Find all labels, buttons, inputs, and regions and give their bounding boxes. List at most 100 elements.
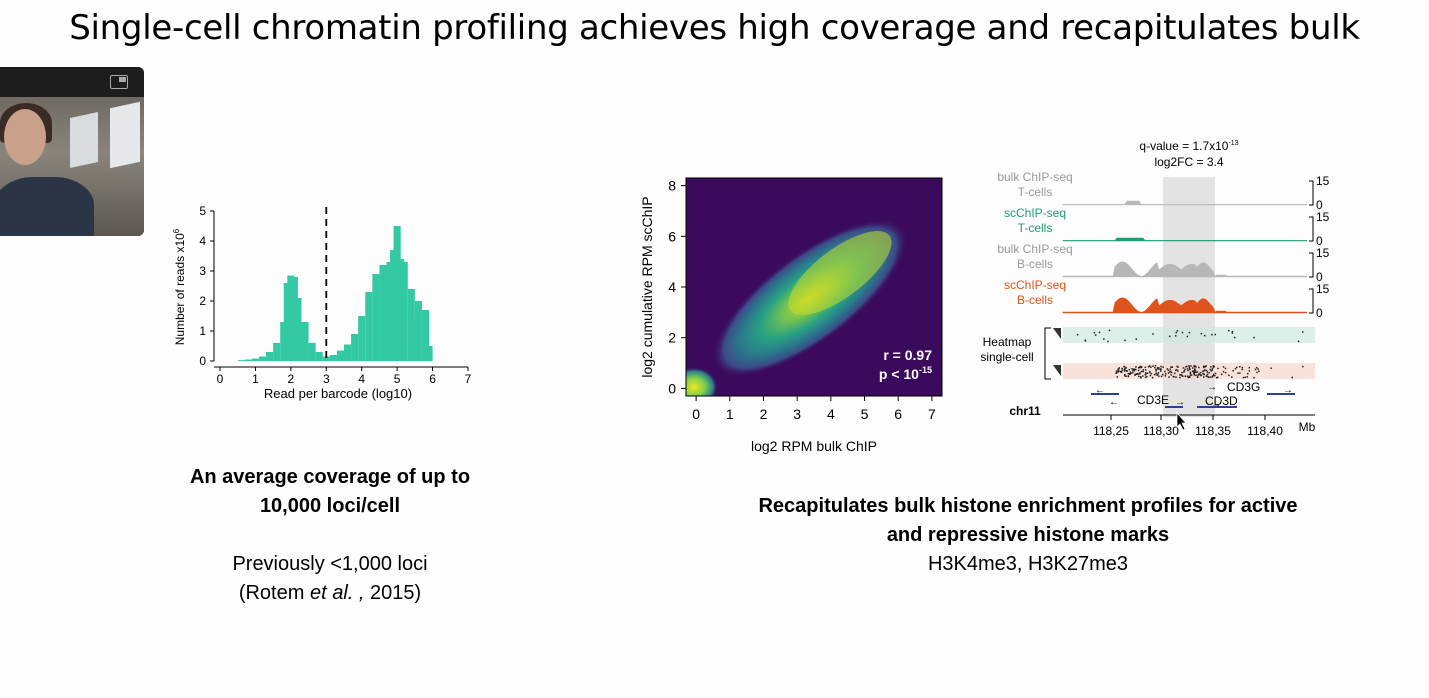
histogram-xlabel: Read per barcode (log10) xyxy=(264,386,412,401)
q-value-label: q-value = 1.7x10-13 xyxy=(1139,139,1238,153)
track-scale-max: 15 xyxy=(1316,246,1330,260)
caption-citation: (Rotem et al. , 2015) xyxy=(238,582,422,604)
histogram-chart: 0 1 2 3 4 5 6 7 0 1 2 3 4 5 Number of reads x106 Read… xyxy=(172,204,472,401)
heatmap-b-cells xyxy=(1063,363,1315,379)
track-scale-min: 0 xyxy=(1316,198,1323,212)
coord-tick-label: 118,35 xyxy=(1195,424,1231,438)
track-scale-min: 0 xyxy=(1316,306,1323,320)
genome-tracks: q-value = 1.7x10-13 log2FC = 3.4 bulk Ch… xyxy=(980,139,1330,438)
hist-bar xyxy=(390,250,398,361)
track-label-line1: scChIP-seq xyxy=(1004,206,1066,220)
hist-bar xyxy=(421,310,430,361)
gene-cd3e: CD3E xyxy=(1137,393,1169,407)
hist-bar xyxy=(351,334,359,361)
caption-recap-1: Recapitulates bulk histone enrichment pr… xyxy=(758,495,1298,517)
caption-previous: Previously <1,000 loci xyxy=(232,553,428,575)
caption-coverage-2: 10,000 loci/cell xyxy=(259,495,401,517)
svg-text:←: ← xyxy=(1109,397,1119,408)
hist-bar xyxy=(358,316,366,361)
heatmap-label-1: Heatmap xyxy=(983,335,1032,349)
r-value: r = 0.97 xyxy=(883,347,932,363)
heatmap-label-2: single-cell xyxy=(980,350,1033,364)
presenter-face xyxy=(4,109,46,165)
density-xtick: 5 xyxy=(861,406,869,422)
svg-text:←: ← xyxy=(1095,385,1105,396)
density-xtick: 7 xyxy=(928,406,936,422)
track-signal xyxy=(1062,237,1308,242)
density-ytick: 2 xyxy=(668,330,676,346)
hist-bar xyxy=(308,343,316,361)
hist-bar xyxy=(244,359,252,361)
coord-tick-label: 118,25 xyxy=(1093,424,1129,438)
heatmap-t-cells xyxy=(1063,327,1315,343)
track-label-line2: B-cells xyxy=(1017,293,1053,307)
hist-xtick: 0 xyxy=(217,372,224,386)
hist-bar xyxy=(414,301,422,361)
hist-bar xyxy=(301,322,309,361)
hist-xtick: 4 xyxy=(358,372,365,386)
svg-text:→: → xyxy=(1207,382,1217,393)
gene-cd3g: CD3G xyxy=(1227,380,1260,394)
mouse-cursor xyxy=(1176,411,1187,431)
hist-bar xyxy=(283,283,291,361)
chrom-label: chr11 xyxy=(1009,404,1041,418)
histogram-ylabel: Number of reads x106 xyxy=(172,228,187,345)
webcam-video xyxy=(0,97,144,236)
density-ylabel: log2 cumulative RPM scChIP xyxy=(639,196,655,377)
track-label-line2: T-cells xyxy=(1018,221,1053,235)
highlight-region xyxy=(1163,177,1215,417)
hist-bar xyxy=(251,358,259,361)
coord-tick-label: 118,30 xyxy=(1143,424,1179,438)
hist-xtick: 5 xyxy=(394,372,401,386)
hist-bar xyxy=(266,352,274,361)
density-ytick: 6 xyxy=(668,228,676,244)
track-label-line1: bulk ChIP-seq xyxy=(997,170,1072,184)
density-xtick: 3 xyxy=(793,406,801,422)
hist-xtick: 3 xyxy=(323,372,330,386)
p-value: p < 10-15 xyxy=(879,365,932,382)
caption-recap-2: and repressive histone marks xyxy=(886,524,1170,546)
track-label-line2: B-cells xyxy=(1017,257,1053,271)
svg-text:→: → xyxy=(1175,397,1185,408)
hist-bar xyxy=(386,262,394,361)
hist-ytick: 3 xyxy=(199,264,206,278)
hist-xtick: 7 xyxy=(465,372,472,386)
hist-xtick: 1 xyxy=(252,372,259,386)
hist-bar xyxy=(329,355,337,361)
track-signal xyxy=(1062,200,1308,206)
mb-unit: Mb xyxy=(1299,420,1316,434)
heatmap-marker-t xyxy=(1053,328,1061,339)
density-ytick: 4 xyxy=(668,279,676,295)
caption-marks: H3K4me3, H3K27me3 xyxy=(927,553,1129,575)
track-label-line2: T-cells xyxy=(1018,185,1053,199)
hist-bar xyxy=(273,343,281,361)
track-scale-min: 0 xyxy=(1316,270,1323,284)
gene-cd3d: CD3D xyxy=(1205,394,1238,408)
track-scale-min: 0 xyxy=(1316,234,1323,248)
minimize-video-icon[interactable] xyxy=(110,75,128,89)
hist-bar xyxy=(237,360,245,361)
hist-ytick: 5 xyxy=(199,204,206,218)
hist-bar xyxy=(315,352,323,361)
gene-annotations xyxy=(1091,393,1295,408)
hist-bar xyxy=(336,350,344,361)
webcam-overlay[interactable] xyxy=(0,67,144,236)
density-xtick: 0 xyxy=(692,406,700,422)
log2fc-label: log2FC = 3.4 xyxy=(1154,155,1223,169)
hist-bar xyxy=(365,292,373,361)
hist-ytick: 0 xyxy=(199,354,206,368)
density-ytick: 0 xyxy=(668,380,676,396)
hist-xtick: 2 xyxy=(288,372,295,386)
track-label-line1: scChIP-seq xyxy=(1004,278,1066,292)
hist-bar xyxy=(294,298,302,361)
hist-bar xyxy=(425,346,433,361)
track-label-line1: bulk ChIP-seq xyxy=(997,242,1072,256)
hist-bar xyxy=(400,262,408,361)
hist-bar xyxy=(372,274,380,361)
density-xtick: 6 xyxy=(894,406,902,422)
hist-bar xyxy=(411,319,419,361)
track-scale-max: 15 xyxy=(1316,210,1330,224)
track-scale-max: 15 xyxy=(1316,174,1330,188)
webcam-title-bar[interactable] xyxy=(0,67,144,97)
track-signal xyxy=(1062,261,1308,278)
